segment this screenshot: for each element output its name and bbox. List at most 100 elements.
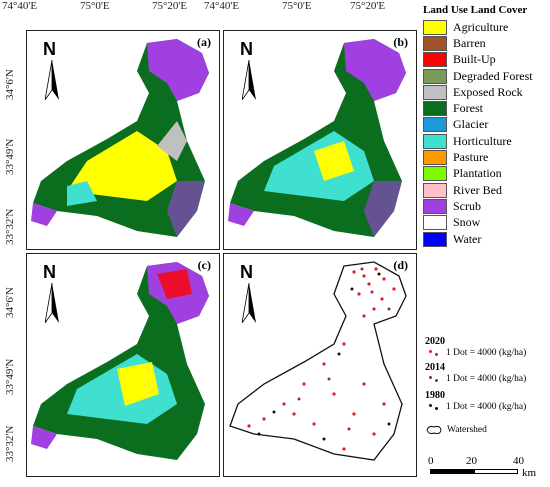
legend-label: Glacier xyxy=(453,117,489,132)
dot-symbol-1980 xyxy=(427,402,443,412)
lat-tick-2-top: 33°49'N xyxy=(4,138,16,175)
watershed-legend: Watershed xyxy=(425,424,487,436)
north-arrow-icon-c: N xyxy=(43,262,59,323)
lon-tick-2-left: 75°0'E xyxy=(80,0,110,12)
legend-label: River Bed xyxy=(453,182,502,197)
legend-label: Agriculture xyxy=(453,19,509,34)
scale-tick-40: 40 xyxy=(513,455,524,467)
legend-swatch xyxy=(423,166,447,182)
legend-item: Horticulture xyxy=(423,133,548,149)
panel-label-a: (a) xyxy=(197,35,211,49)
legend-swatch xyxy=(423,84,447,100)
legend-title: Land Use Land Cover xyxy=(423,4,528,16)
legend-item: Water xyxy=(423,231,548,247)
legend-swatch xyxy=(423,19,447,35)
lulc-legend: Land Use Land Cover Agriculture Barren Bui… xyxy=(423,4,548,247)
lon-tick-1-left: 74°40'E xyxy=(2,0,38,12)
legend-item: Glacier xyxy=(423,117,548,133)
dot-text-1980: 1 Dot = 4000 (kg/ha) xyxy=(446,402,527,412)
north-label-c: N xyxy=(43,262,56,282)
legend-item: Agriculture xyxy=(423,19,548,35)
legend-swatch xyxy=(423,182,447,198)
dot-text-2014: 1 Dot = 4000 (kg/ha) xyxy=(446,374,527,384)
legend-item: Degraded Forest xyxy=(423,68,548,84)
dot-legend-1980: 1980 1 Dot = 4000 (kg/ha) xyxy=(425,390,526,413)
panel-label-d: (d) xyxy=(393,258,408,272)
lat-tick-2-bottom: 33°49'N xyxy=(4,358,16,395)
scale-unit: km xyxy=(522,467,537,479)
legend-label: Snow xyxy=(453,215,481,230)
panel-label-b: (b) xyxy=(393,35,408,49)
dot-year-2020: 2020 xyxy=(425,336,445,347)
lulc-map-b xyxy=(228,39,406,237)
legend-label: Horticulture xyxy=(453,133,512,148)
dot-row-2014: 1 Dot = 4000 (kg/ha) xyxy=(427,373,526,385)
dot-text-2020: 1 Dot = 4000 (kg/ha) xyxy=(446,348,527,358)
map-panel-d: (d) N xyxy=(223,253,417,477)
north-arrow-icon-b: N xyxy=(240,39,256,100)
dot-row-1980: 1 Dot = 4000 (kg/ha) xyxy=(427,401,526,413)
legend-swatch xyxy=(423,215,447,231)
panel-label-c: (c) xyxy=(197,258,211,272)
north-label-a: N xyxy=(43,39,56,59)
north-label-d: N xyxy=(240,262,253,282)
legend-item: Plantation xyxy=(423,166,548,182)
legend-swatch xyxy=(423,101,447,117)
lon-tick-3-left: 75°20'E xyxy=(152,0,188,12)
map-panel-c: (c) N xyxy=(26,253,220,477)
legend-item: Built-Up xyxy=(423,52,548,68)
dot-year-1980: 1980 xyxy=(425,390,445,401)
legend-item: Scrub xyxy=(423,198,548,214)
legend-label: Scrub xyxy=(453,198,481,213)
north-label-b: N xyxy=(240,39,253,59)
legend-item: Exposed Rock xyxy=(423,84,548,100)
legend-label: Forest xyxy=(453,101,483,116)
legend-label: Degraded Forest xyxy=(453,68,533,83)
lulc-map-c xyxy=(31,262,209,460)
scale-tick-0: 0 xyxy=(428,455,434,467)
scale-bar: 0 20 40 km xyxy=(428,455,545,479)
legend-swatch xyxy=(423,35,447,51)
legend-label: Built-Up xyxy=(453,52,496,67)
legend-item: Pasture xyxy=(423,149,548,166)
legend-item: Snow xyxy=(423,215,548,231)
watershed-label: Watershed xyxy=(447,425,487,435)
watershed-icon xyxy=(426,425,442,435)
lon-tick-2-right: 75°0'E xyxy=(282,0,312,12)
legend-label: Water xyxy=(453,231,482,246)
legend-item: Forest xyxy=(423,100,548,117)
dot-symbol-2014 xyxy=(427,374,443,384)
legend-swatch xyxy=(423,150,447,166)
map-panel-b: (b) N xyxy=(223,30,417,250)
lulc-map-a xyxy=(31,39,209,237)
legend-label: Pasture xyxy=(453,150,489,165)
lon-tick-3-right: 75°20'E xyxy=(350,0,386,12)
legend-label: Barren xyxy=(453,35,486,50)
dot-legend-2014: 2014 1 Dot = 4000 (kg/ha) xyxy=(425,362,526,385)
legend-label: Plantation xyxy=(453,166,502,181)
dot-legend-2020: 2020 1 Dot = 4000 (kg/ha) xyxy=(425,336,526,359)
north-arrow-icon-d: N xyxy=(240,262,256,323)
legend-swatch xyxy=(423,117,447,133)
dot-density-map-d xyxy=(229,261,407,461)
map-panel-a: (a) N xyxy=(26,30,220,250)
lat-tick-1-top: 34°6'N xyxy=(4,69,16,100)
dot-year-2014: 2014 xyxy=(425,362,445,373)
legend-items: Agriculture Barren Built-Up Degraded Forest… xyxy=(423,19,548,247)
legend-item: Barren xyxy=(423,35,548,51)
lat-tick-3-top: 33°32'N xyxy=(4,208,16,245)
legend-swatch xyxy=(423,231,447,247)
legend-item: River Bed xyxy=(423,182,548,198)
dot-symbol-2020 xyxy=(427,348,443,358)
north-arrow-icon-a: N xyxy=(43,39,59,100)
legend-swatch xyxy=(423,198,447,214)
legend-swatch xyxy=(423,52,447,68)
lon-tick-1-right: 74°40'E xyxy=(204,0,240,12)
legend-label: Exposed Rock xyxy=(453,84,523,99)
legend-swatch xyxy=(423,68,447,84)
legend-swatch xyxy=(423,133,447,149)
scale-tick-20: 20 xyxy=(466,455,477,467)
lat-tick-1-bottom: 34°6'N xyxy=(4,287,16,318)
lat-tick-3-bottom: 33°32'N xyxy=(4,425,16,462)
dot-row-2020: 1 Dot = 4000 (kg/ha) xyxy=(427,347,526,359)
